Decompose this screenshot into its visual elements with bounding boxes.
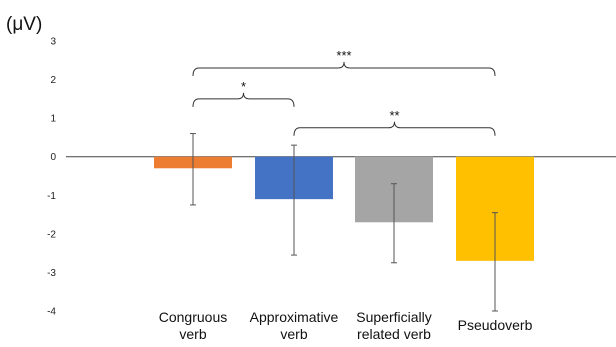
- bars: [154, 156, 534, 261]
- significance-label: ***: [336, 48, 351, 63]
- category-label-line: Congruous: [159, 309, 228, 325]
- category-label-line: verb: [179, 326, 206, 342]
- significance-label: *: [241, 79, 246, 94]
- error-bar: [190, 133, 196, 206]
- category-label-line: Superficially: [356, 309, 431, 325]
- significance-bracket: ***: [192, 48, 496, 77]
- y-tick-label: -3: [47, 268, 56, 279]
- y-tick-label: 2: [50, 75, 56, 86]
- category-label: Pseudoverb: [458, 317, 533, 333]
- category-labels: CongruousverbApproximativeverbSuperficia…: [159, 309, 533, 342]
- error-bar: [291, 144, 297, 256]
- y-tick-labels: 3 2 1 0 -1 -2 -3 -4: [47, 37, 56, 318]
- significance-brackets: ******: [192, 48, 496, 136]
- y-tick-label: -4: [47, 307, 56, 318]
- y-unit-label: (μV): [6, 14, 42, 35]
- error-bar: [492, 212, 498, 312]
- error-bar: [391, 183, 397, 264]
- y-tick-label: 3: [50, 37, 56, 48]
- category-label-line: Pseudoverb: [458, 317, 533, 333]
- y-tick-label: -2: [47, 229, 56, 240]
- y-tick-label: 0: [50, 152, 56, 163]
- y-tick-label: 1: [50, 114, 56, 125]
- significance-bracket: **: [293, 108, 496, 136]
- category-label-line: Approximative: [250, 309, 339, 325]
- category-label-line: related verb: [357, 326, 431, 342]
- significance-bracket: *: [192, 79, 295, 107]
- y-tick-label: -1: [47, 191, 56, 202]
- category-label-line: verb: [280, 326, 307, 342]
- significance-label: **: [389, 108, 399, 123]
- error-bars: [190, 133, 498, 312]
